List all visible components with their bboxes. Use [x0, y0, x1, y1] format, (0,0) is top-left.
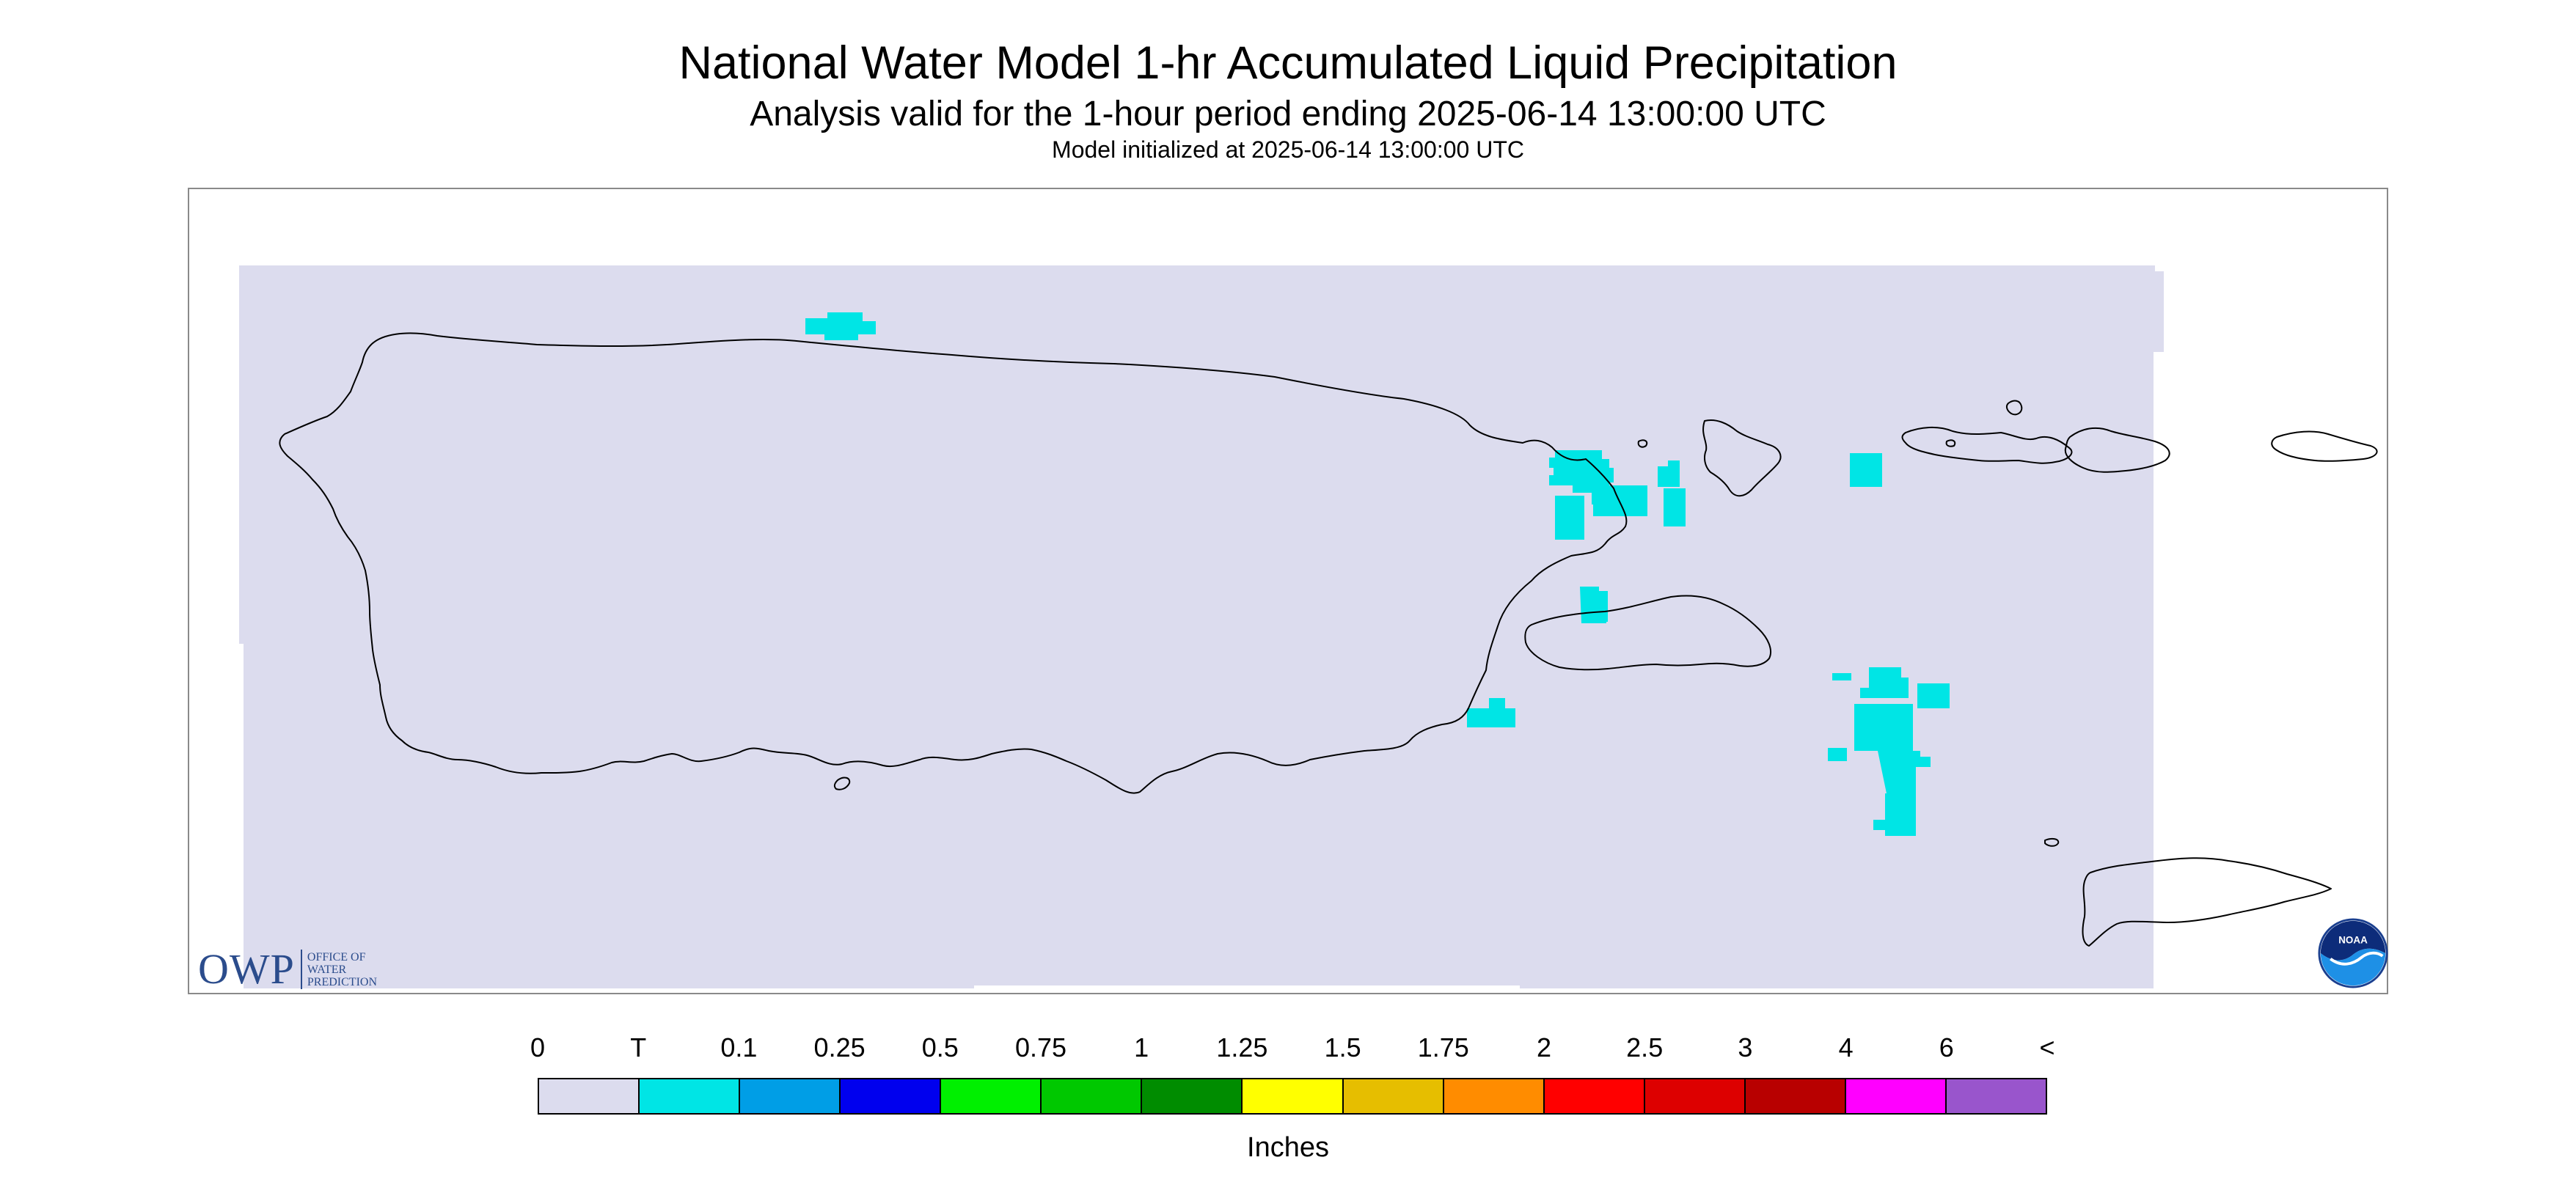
precip-trace-patches [805, 312, 1950, 836]
puerto-rico-coast [279, 332, 1628, 794]
islet-coast [1945, 439, 1956, 447]
map-subtitle: Analysis valid for the 1-hour period end… [750, 95, 1826, 133]
legend-tick-label: 3 [1738, 1032, 1753, 1062]
legend-color-cell [539, 1079, 640, 1113]
owp-logo-line: WATER [307, 963, 347, 976]
owp-logo-divider [300, 950, 302, 989]
precip-patch [1600, 468, 1614, 482]
precip-patch [1549, 450, 1609, 493]
precip-patch [805, 312, 876, 340]
legend-color-cell [1142, 1079, 1243, 1113]
legend-tick-label: 0.25 [813, 1032, 866, 1062]
noaa-logo-text: NOAA [2338, 935, 2368, 946]
owp-logo-mark: OWP [198, 945, 295, 993]
legend-color-cell [1243, 1079, 1344, 1113]
owp-logo-line: PREDICTION [307, 975, 377, 988]
legend-tick-label: < [2039, 1032, 2055, 1062]
precip-patch [1873, 820, 1888, 830]
legend-color-cell [1644, 1079, 1746, 1113]
culebra-coast [1702, 419, 1782, 497]
precip-patch [1593, 485, 1647, 516]
legend-color-cell [1042, 1079, 1143, 1113]
water-island-coast [2005, 400, 2023, 416]
legend-tick-label: 0.5 [921, 1032, 959, 1062]
legend-color-cell [1845, 1079, 1947, 1113]
legend-tick-label: 0.1 [720, 1032, 758, 1062]
legend-color-cell [941, 1079, 1042, 1113]
st-croix-coast [2082, 857, 2332, 947]
legend-color-cell [1443, 1079, 1545, 1113]
precip-patch [1854, 704, 1913, 751]
precip-patch [1885, 793, 1916, 836]
legend-tick-label: 1.5 [1324, 1032, 1361, 1062]
precip-patch [1860, 667, 1909, 698]
map-frame [188, 188, 2388, 994]
legend-color-cell [1544, 1079, 1645, 1113]
islet-coast [2044, 837, 2060, 847]
tortola-coast [2271, 430, 2378, 462]
legend-tick-label: 0.75 [1014, 1032, 1067, 1062]
owp-logo-line: OFFICE OF [307, 950, 366, 963]
coastlines [279, 332, 2378, 947]
precip-patch [1878, 751, 1931, 793]
owp-logo: OWP OFFICE OF WATER PREDICTION [198, 947, 377, 991]
legend-units-label: Inches [1247, 1132, 1329, 1163]
desecheo-coast [833, 777, 851, 790]
legend-color-cell [841, 1079, 942, 1113]
map-title: National Water Model 1-hr Accumulated Li… [678, 37, 1898, 89]
legend-colorbar [538, 1078, 2047, 1115]
legend-tick-label: 1.25 [1216, 1032, 1268, 1062]
islet-coast [1637, 439, 1648, 448]
precip-patch [1832, 673, 1851, 680]
legend-tick-label: T [630, 1032, 647, 1062]
legend-tick-label: 6 [1939, 1032, 1954, 1062]
legend-color-cell [1343, 1079, 1444, 1113]
st-john-coast [2064, 427, 2170, 473]
owp-logo-text: OFFICE OF WATER PREDICTION [307, 951, 377, 988]
legend-tick-label: 0 [530, 1032, 546, 1062]
legend-tick-label: 1.75 [1417, 1032, 1469, 1062]
model-init-text: Model initialized at 2025-06-14 13:00:00… [1052, 136, 1524, 163]
legend-color-cell [1946, 1079, 2046, 1113]
precipitation-map [239, 265, 2378, 988]
precip-patch [1586, 591, 1608, 622]
st-thomas-coast [1901, 426, 2073, 464]
legend-tick-label: 2.5 [1626, 1032, 1664, 1062]
precip-patch [1467, 698, 1515, 727]
precip-patch [1917, 683, 1950, 708]
legend-tick-label: 4 [1838, 1032, 1854, 1062]
legend-color-cell [740, 1079, 841, 1113]
analysis-field [239, 265, 2164, 988]
vieques-coast [1524, 595, 1772, 671]
legend-tick-label: 1 [1134, 1032, 1149, 1062]
legend-color-cell [1745, 1079, 1846, 1113]
precip-patch [1850, 453, 1882, 487]
precip-patch [1664, 488, 1686, 526]
legend-tick-label: 2 [1536, 1032, 1552, 1062]
legend-color-cell [640, 1079, 741, 1113]
noaa-logo: NOAA [2318, 918, 2388, 988]
precip-patch [1658, 460, 1680, 487]
precip-patch [1555, 496, 1584, 540]
precip-patch [1828, 748, 1847, 761]
